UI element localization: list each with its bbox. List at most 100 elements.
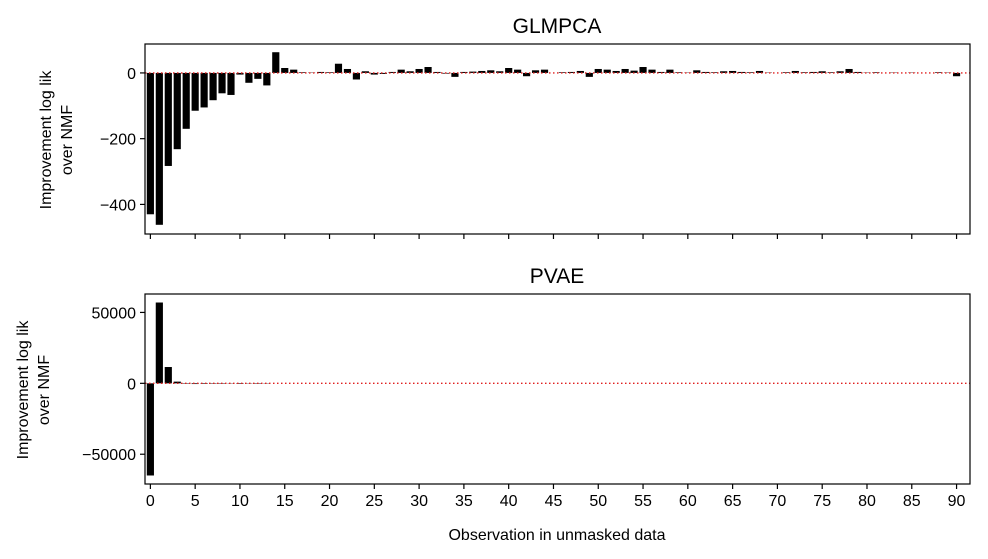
glmpca-bar-40	[505, 68, 513, 73]
glmpca-bar-51	[603, 69, 611, 73]
pvae-bar-3	[173, 381, 181, 384]
glmpca-bar-55	[639, 67, 647, 73]
glmpca-bar-58	[666, 69, 674, 73]
glmpca-bar-6	[200, 72, 208, 108]
x-axis-label: Observation in unmasked data	[448, 527, 665, 544]
glmpca-plot-frame	[144, 43, 971, 235]
glmpca-bar-88	[935, 72, 943, 73]
pvae-xtick-label-3: 15	[276, 493, 294, 510]
glmpca-bar-52	[612, 70, 620, 73]
glmpca-bar-10	[236, 72, 244, 75]
glmpca-bar-17	[299, 72, 307, 73]
pvae-ytick-label-1: 0	[127, 376, 136, 393]
pvae-bar-2	[164, 367, 172, 384]
pvae-ytick-label-2: −50000	[82, 447, 136, 464]
glmpca-bar-13	[263, 72, 271, 86]
glmpca-bar-38	[487, 70, 495, 73]
glmpca-bar-7	[209, 72, 217, 101]
glmpca-bar-56	[648, 69, 656, 73]
pvae-xtick-label-7: 35	[455, 493, 473, 510]
pvae-panel: PVAE Improvement log lik over NMF 50000 0…	[15, 265, 971, 544]
glmpca-panel: GLMPCA Improvement log lik over NMF 0 −20…	[38, 15, 971, 239]
pvae-ylabel-line2: over NMF	[36, 355, 53, 425]
pvae-xtick-label-13: 65	[724, 493, 742, 510]
glmpca-bar-42	[523, 72, 531, 77]
glmpca-bar-14	[272, 52, 280, 73]
glmpca-bar-1	[155, 72, 163, 225]
glmpca-bar-64	[720, 71, 728, 73]
glmpca-bar-26	[379, 72, 387, 74]
glmpca-bar-63	[711, 72, 719, 73]
glmpca-bar-49	[585, 72, 593, 77]
glmpca-bar-24	[361, 71, 369, 73]
glmpca-bar-30	[415, 68, 423, 73]
glmpca-bar-22	[343, 68, 352, 73]
glmpca-bar-53	[621, 68, 629, 73]
glmpca-ylabel-line1: Improvement log lik	[38, 70, 55, 210]
glmpca-bar-39	[496, 71, 504, 73]
glmpca-bar-65	[729, 70, 737, 73]
glmpca-ytick-label-2: −400	[100, 197, 136, 214]
glmpca-bar-37	[478, 70, 486, 73]
glmpca-bar-11	[245, 72, 253, 83]
pvae-y-axis: 50000 0 −50000	[82, 305, 145, 464]
glmpca-bar-76	[827, 72, 835, 73]
pvae-xtick-label-6: 30	[410, 493, 428, 510]
pvae-xtick-label-10: 50	[589, 493, 607, 510]
pvae-xtick-label-18: 90	[948, 493, 966, 510]
pvae-bar-6	[200, 383, 208, 384]
pvae-xtick-label-1: 5	[191, 493, 200, 510]
pvae-plot-frame	[144, 293, 971, 485]
glmpca-bar-29	[406, 71, 414, 73]
pvae-xtick-label-15: 75	[813, 493, 831, 510]
glmpca-bar-61	[693, 70, 701, 73]
glmpca-bar-78	[845, 68, 853, 73]
pvae-xtick-label-8: 40	[500, 493, 518, 510]
glmpca-ytick-label-0: 0	[127, 66, 136, 83]
glmpca-bar-21	[334, 63, 343, 73]
pvae-xtick-label-11: 55	[634, 493, 652, 510]
pvae-bar-10	[236, 383, 244, 384]
pvae-bar-0	[146, 383, 154, 476]
glmpca-bar-28	[397, 69, 405, 73]
glmpca-bar-77	[836, 71, 844, 73]
pvae-xtick-label-0: 0	[146, 493, 155, 510]
glmpca-bars	[146, 52, 961, 225]
pvae-xtick-label-16: 80	[858, 493, 876, 510]
glmpca-bar-67	[746, 72, 755, 73]
glmpca-bar-47	[567, 71, 575, 73]
glmpca-bar-43	[531, 70, 540, 73]
glmpca-bar-54	[630, 70, 638, 73]
glmpca-bar-27	[388, 71, 396, 73]
glmpca-y-axis: 0 −200 −400	[100, 66, 145, 214]
glmpca-bar-44	[540, 69, 549, 73]
glmpca-bar-72	[791, 70, 799, 73]
pvae-xtick-label-17: 85	[903, 493, 921, 510]
glmpca-bar-36	[469, 71, 477, 73]
glmpca-bar-34	[451, 72, 459, 77]
pvae-xtick-label-5: 25	[365, 493, 383, 510]
glmpca-bar-59	[675, 72, 683, 73]
glmpca-bar-12	[254, 72, 262, 79]
pvae-xtick-label-14: 70	[769, 493, 787, 510]
glmpca-bar-19	[316, 71, 325, 73]
glmpca-bar-75	[818, 71, 826, 73]
glmpca-bar-3	[173, 72, 181, 150]
glmpca-bar-81	[872, 72, 880, 73]
glmpca-bar-4	[182, 72, 190, 129]
glmpca-bar-15	[281, 68, 289, 73]
glmpca-bar-35	[460, 71, 468, 73]
glmpca-bar-5	[191, 72, 199, 111]
glmpca-bar-2	[164, 72, 172, 166]
pvae-x-axis: 0 5 10 15 20 25 30 35 40 45 50 55 60 65 70 75 80 85 90	[146, 484, 966, 510]
pvae-ylabel-line1: Improvement log lik	[15, 320, 32, 460]
glmpca-ytick-label-1: −200	[100, 132, 136, 149]
glmpca-bar-16	[290, 69, 298, 73]
pvae-title: PVAE	[530, 265, 584, 288]
glmpca-bar-23	[352, 72, 360, 80]
glmpca-bar-25	[370, 72, 378, 75]
glmpca-bar-50	[594, 68, 602, 73]
glmpca-bar-0	[146, 72, 154, 215]
glmpca-bar-31	[424, 67, 432, 73]
